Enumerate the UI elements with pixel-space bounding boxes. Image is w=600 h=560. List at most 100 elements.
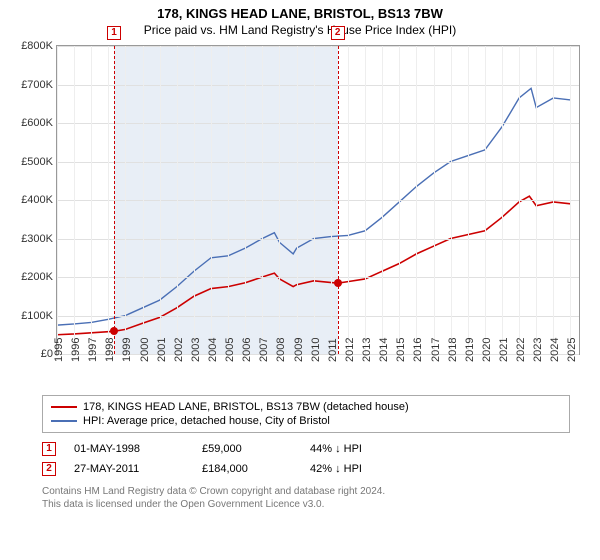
- event-marker-1: 1: [42, 442, 56, 456]
- xtick-label: 2016: [412, 338, 424, 362]
- event-date-1: 01-MAY-1998: [74, 443, 184, 455]
- xtick-label: 2004: [207, 338, 219, 362]
- gridline-v: [536, 46, 537, 354]
- xtick-label: 1999: [121, 338, 133, 362]
- gridline-v: [451, 46, 452, 354]
- plot-region: £0£100K£200K£300K£400K£500K£600K£700K£80…: [56, 45, 580, 355]
- chart-subtitle: Price paid vs. HM Land Registry's House …: [10, 23, 590, 37]
- gridline-v: [211, 46, 212, 354]
- xtick-label: 2003: [190, 338, 202, 362]
- xtick-label: 2002: [173, 338, 185, 362]
- chart-title: 178, KINGS HEAD LANE, BRISTOL, BS13 7BW: [10, 6, 590, 21]
- event-marker-box-2: 2: [331, 26, 345, 40]
- xtick-label: 1997: [87, 338, 99, 362]
- xtick-label: 2006: [241, 338, 253, 362]
- legend-item-property: 178, KINGS HEAD LANE, BRISTOL, BS13 7BW …: [51, 400, 561, 414]
- xtick-label: 2009: [293, 338, 305, 362]
- ytick-label: £500K: [11, 156, 53, 168]
- event-row-1: 1 01-MAY-1998 £59,000 44% ↓ HPI: [42, 439, 570, 459]
- gridline-v: [382, 46, 383, 354]
- gridline-v: [297, 46, 298, 354]
- footer-line-1: Contains HM Land Registry data © Crown c…: [42, 485, 570, 498]
- ytick-label: £300K: [11, 233, 53, 245]
- xtick-label: 1996: [70, 338, 82, 362]
- event-price-2: £184,000: [202, 463, 292, 475]
- legend-item-hpi: HPI: Average price, detached house, City…: [51, 414, 561, 428]
- xtick-label: 2010: [310, 338, 322, 362]
- gridline-v: [570, 46, 571, 354]
- gridline-v: [57, 46, 58, 354]
- gridline-v: [553, 46, 554, 354]
- ytick-label: £400K: [11, 194, 53, 206]
- xtick-label: 2012: [344, 338, 356, 362]
- gridline-h: [57, 46, 579, 47]
- xtick-label: 2001: [156, 338, 168, 362]
- xtick-label: 1995: [53, 338, 65, 362]
- gridline-v: [416, 46, 417, 354]
- xtick-label: 2014: [378, 338, 390, 362]
- footer: Contains HM Land Registry data © Crown c…: [42, 485, 570, 511]
- gridline-v: [399, 46, 400, 354]
- xtick-label: 2005: [224, 338, 236, 362]
- xtick-label: 2000: [139, 338, 151, 362]
- gridline-v: [91, 46, 92, 354]
- gridline-v: [108, 46, 109, 354]
- gridline-v: [279, 46, 280, 354]
- gridline-v: [160, 46, 161, 354]
- chart-container: 178, KINGS HEAD LANE, BRISTOL, BS13 7BW …: [0, 0, 600, 560]
- legend-swatch-hpi: [51, 420, 77, 422]
- xtick-label: 2024: [549, 338, 561, 362]
- xtick-label: 2008: [275, 338, 287, 362]
- event-dashline-2: [338, 46, 339, 354]
- gridline-h: [57, 123, 579, 124]
- gridline-h: [57, 316, 579, 317]
- xtick-label: 2007: [258, 338, 270, 362]
- legend-swatch-property: [51, 406, 77, 408]
- ytick-label: £100K: [11, 310, 53, 322]
- event-marker-box-1: 1: [107, 26, 121, 40]
- gridline-v: [314, 46, 315, 354]
- gridline-v: [485, 46, 486, 354]
- event-row-2: 2 27-MAY-2011 £184,000 42% ↓ HPI: [42, 459, 570, 479]
- xtick-label: 2019: [464, 338, 476, 362]
- gridline-h: [57, 85, 579, 86]
- xtick-label: 2020: [481, 338, 493, 362]
- xtick-label: 2022: [515, 338, 527, 362]
- event-marker-2: 2: [42, 462, 56, 476]
- event-diff-1: 44% ↓ HPI: [310, 443, 570, 455]
- gridline-v: [194, 46, 195, 354]
- gridline-v: [519, 46, 520, 354]
- gridline-v: [348, 46, 349, 354]
- event-point-1: [110, 327, 118, 335]
- gridline-v: [74, 46, 75, 354]
- xtick-label: 2018: [447, 338, 459, 362]
- gridline-v: [228, 46, 229, 354]
- xtick-label: 2017: [430, 338, 442, 362]
- gridline-h: [57, 277, 579, 278]
- xtick-label: 2013: [361, 338, 373, 362]
- gridline-v: [434, 46, 435, 354]
- xtick-label: 2025: [566, 338, 578, 362]
- ytick-label: £600K: [11, 117, 53, 129]
- gridline-v: [125, 46, 126, 354]
- gridline-v: [177, 46, 178, 354]
- xtick-label: 2015: [395, 338, 407, 362]
- legend: 178, KINGS HEAD LANE, BRISTOL, BS13 7BW …: [42, 395, 570, 433]
- gridline-v: [331, 46, 332, 354]
- event-dashline-1: [114, 46, 115, 354]
- gridline-v: [262, 46, 263, 354]
- ytick-label: £0: [11, 348, 53, 360]
- legend-label-property: 178, KINGS HEAD LANE, BRISTOL, BS13 7BW …: [83, 401, 409, 413]
- event-table: 1 01-MAY-1998 £59,000 44% ↓ HPI 2 27-MAY…: [42, 439, 570, 479]
- gridline-h: [57, 162, 579, 163]
- gridline-v: [143, 46, 144, 354]
- event-date-2: 27-MAY-2011: [74, 463, 184, 475]
- ytick-label: £800K: [11, 40, 53, 52]
- gridline-v: [468, 46, 469, 354]
- event-price-1: £59,000: [202, 443, 292, 455]
- ytick-label: £700K: [11, 79, 53, 91]
- legend-label-hpi: HPI: Average price, detached house, City…: [83, 415, 330, 427]
- gridline-h: [57, 200, 579, 201]
- gridline-h: [57, 239, 579, 240]
- footer-line-2: This data is licensed under the Open Gov…: [42, 498, 570, 511]
